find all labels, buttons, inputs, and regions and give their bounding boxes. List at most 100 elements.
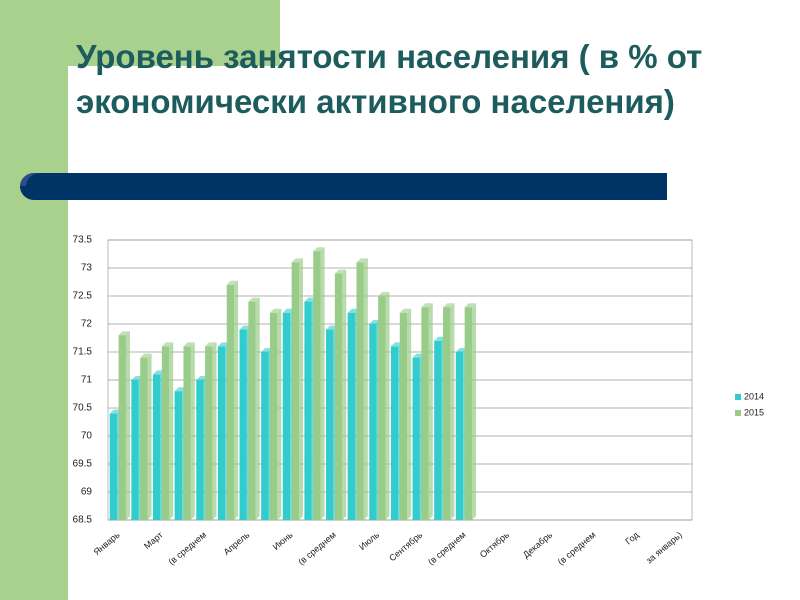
y-tick-label: 72.5 bbox=[73, 291, 93, 302]
x-tick-label: Сентябрь bbox=[387, 529, 425, 563]
bar-top bbox=[282, 308, 295, 313]
bar-top bbox=[196, 376, 208, 380]
bar-top bbox=[152, 370, 165, 375]
bar bbox=[248, 301, 256, 520]
bar-top bbox=[443, 303, 455, 308]
bar-top bbox=[248, 297, 260, 302]
bar-top bbox=[174, 387, 186, 392]
bar-side bbox=[255, 297, 260, 520]
bar-top bbox=[217, 342, 230, 347]
bar bbox=[118, 335, 126, 520]
bar-top bbox=[131, 376, 143, 380]
y-tick-label: 69.5 bbox=[73, 459, 93, 470]
top-band bbox=[0, 0, 280, 66]
bar-side bbox=[450, 303, 455, 520]
legend-swatch bbox=[735, 394, 741, 400]
bar bbox=[183, 346, 191, 520]
bar bbox=[356, 262, 364, 520]
bar bbox=[326, 329, 334, 520]
slide-title: Уровень занятости населения ( в % от эко… bbox=[76, 38, 703, 120]
bar-top bbox=[412, 353, 424, 358]
bar-side bbox=[125, 331, 130, 520]
y-tick-label: 73.5 bbox=[73, 235, 93, 246]
bar bbox=[369, 324, 377, 520]
x-tick-label: Октябрь bbox=[478, 529, 511, 559]
x-tick-label: (в среднем bbox=[166, 530, 208, 567]
bar-side bbox=[277, 308, 282, 520]
bar-top bbox=[356, 258, 368, 263]
bar bbox=[131, 380, 139, 520]
bar-top bbox=[464, 303, 477, 308]
x-tick-label: Июнь bbox=[271, 529, 295, 552]
bar bbox=[443, 307, 451, 520]
bar-side bbox=[363, 258, 368, 520]
x-tick-label: Июль bbox=[357, 529, 381, 552]
bar bbox=[421, 307, 429, 520]
bar bbox=[152, 374, 161, 520]
bar-side bbox=[407, 308, 412, 520]
x-tick-label: (в среднем bbox=[556, 530, 598, 567]
legend-label: 2014 bbox=[744, 391, 764, 401]
bar-top bbox=[269, 308, 282, 313]
y-tick-label: 70 bbox=[81, 431, 93, 442]
bar bbox=[347, 312, 356, 520]
x-tick-label: Январь bbox=[92, 529, 122, 557]
bar bbox=[226, 284, 235, 520]
x-tick-label: Декабрь bbox=[521, 529, 555, 559]
bar-side bbox=[342, 269, 347, 520]
bar-side bbox=[428, 303, 433, 520]
bar-side bbox=[234, 280, 239, 520]
x-tick-label: Год bbox=[623, 529, 641, 546]
bar-top bbox=[118, 331, 130, 336]
y-tick-label: 72 bbox=[81, 319, 93, 330]
bar bbox=[269, 312, 278, 520]
legend-swatch bbox=[735, 410, 741, 416]
bar bbox=[217, 346, 226, 520]
bar bbox=[304, 301, 312, 520]
bar bbox=[140, 357, 148, 520]
bar bbox=[334, 273, 343, 520]
y-tick-label: 70.5 bbox=[73, 403, 93, 414]
bar-side bbox=[190, 342, 195, 520]
bar-side bbox=[298, 258, 303, 520]
bar-top bbox=[183, 342, 195, 347]
bar-side bbox=[212, 342, 217, 520]
bar bbox=[412, 357, 420, 520]
bar-top bbox=[334, 269, 347, 274]
legend-label: 2015 bbox=[744, 407, 764, 417]
bar bbox=[390, 346, 399, 520]
y-tick-label: 71 bbox=[81, 375, 93, 386]
bar bbox=[399, 312, 408, 520]
bar-top bbox=[291, 258, 303, 263]
bar bbox=[174, 391, 182, 520]
bar-top bbox=[399, 308, 412, 313]
x-tick-label: (в среднем bbox=[296, 530, 338, 567]
bar-top bbox=[421, 303, 433, 308]
bar-top bbox=[140, 353, 152, 358]
x-tick-label: (в среднем bbox=[426, 530, 468, 567]
bar-top bbox=[326, 325, 338, 330]
bar bbox=[109, 413, 118, 520]
bar-side bbox=[147, 353, 152, 520]
bar bbox=[291, 262, 299, 520]
bar-top bbox=[226, 280, 239, 285]
bar-top bbox=[434, 336, 446, 341]
bar-top bbox=[378, 292, 390, 296]
y-tick-label: 73 bbox=[81, 263, 93, 274]
bar-top bbox=[369, 320, 381, 324]
bar bbox=[205, 346, 213, 520]
x-tick-label: за январь) bbox=[644, 530, 684, 566]
bar bbox=[378, 296, 386, 520]
x-tick-label: Март bbox=[142, 530, 165, 552]
bar bbox=[464, 307, 473, 520]
bar bbox=[161, 346, 170, 520]
bar bbox=[261, 352, 269, 520]
bar-top bbox=[239, 325, 251, 330]
bar bbox=[239, 329, 247, 520]
bar-top bbox=[261, 348, 273, 352]
bar-top bbox=[205, 342, 217, 347]
bar-side bbox=[385, 292, 390, 520]
bar bbox=[434, 340, 442, 520]
